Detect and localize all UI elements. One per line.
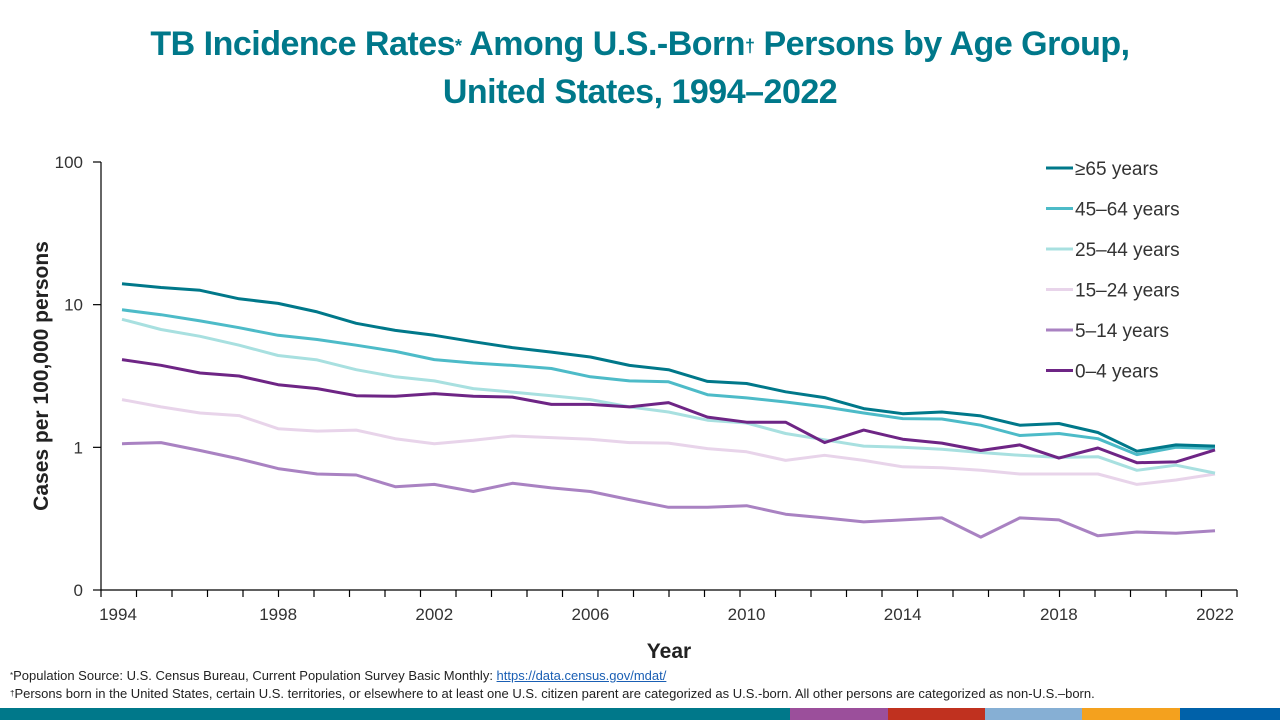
color-bar-segment xyxy=(1180,708,1280,720)
x-tick-label: 2006 xyxy=(572,605,610,624)
legend-label: 45–64 years xyxy=(1075,200,1180,221)
y-tick-label: 100 xyxy=(55,153,83,172)
x-tick-label: 2022 xyxy=(1196,605,1234,624)
chart-title-line1: TB Incidence Rates* Among U.S.-Born† Per… xyxy=(150,25,1130,63)
footnote-source: *Population Source: U.S. Census Bureau, … xyxy=(10,668,667,683)
series-line-5 xyxy=(121,358,1216,465)
census-link[interactable]: https://data.census.gov/mdat/ xyxy=(496,668,667,683)
y-tick-label: 1 xyxy=(74,438,83,457)
decorative-color-bar xyxy=(0,708,1280,720)
color-bar-segment xyxy=(985,708,1082,720)
series-line-3 xyxy=(121,398,1216,486)
axes: 0 1 10 100 1994 1998 2002 2006 2010 2014 2018 2022 xyxy=(55,153,1238,624)
color-bar-segment xyxy=(790,708,888,720)
series-layer xyxy=(121,282,1216,539)
series-line-2 xyxy=(121,317,1216,475)
x-tick-label: 1998 xyxy=(259,605,297,624)
legend: ≥65 years 45–64 years 25–44 years 15–24 yea… xyxy=(1046,159,1180,383)
x-tick-label: 2014 xyxy=(884,605,922,624)
x-tick-label: 1994 xyxy=(99,605,137,624)
y-tick-label: 10 xyxy=(64,296,83,315)
legend-label: 25–44 years xyxy=(1075,240,1180,261)
legend-label: ≥65 years xyxy=(1075,159,1158,180)
title-dagger: † xyxy=(745,36,755,56)
chart-title: TB Incidence Rates* Among U.S.-Born† Per… xyxy=(0,20,1280,116)
x-tick-label: 2002 xyxy=(415,605,453,624)
color-bar-segment xyxy=(888,708,985,720)
color-bar-segment xyxy=(1082,708,1180,720)
color-bar-segment xyxy=(0,708,790,720)
series-line-1 xyxy=(121,308,1216,457)
legend-label: 15–24 years xyxy=(1075,281,1180,302)
y-tick-label: 0 xyxy=(74,581,83,600)
x-tick-label: 2010 xyxy=(728,605,766,624)
y-axis-title: Cases per 100,000 persons xyxy=(30,241,53,511)
title-asterisk: * xyxy=(455,36,462,56)
footnotes: *Population Source: U.S. Census Bureau, … xyxy=(10,667,1095,703)
legend-label: 5–14 years xyxy=(1075,321,1169,342)
series-line-0 xyxy=(121,282,1216,453)
footnote-us-born-definition: †Persons born in the United States, cert… xyxy=(10,686,1095,701)
x-tick-label: 2018 xyxy=(1040,605,1078,624)
chart-title-line2: United States, 1994–2022 xyxy=(442,73,838,111)
series-line-4 xyxy=(121,441,1216,539)
legend-label: 0–4 years xyxy=(1075,362,1158,383)
x-axis-title: Year xyxy=(647,640,691,663)
